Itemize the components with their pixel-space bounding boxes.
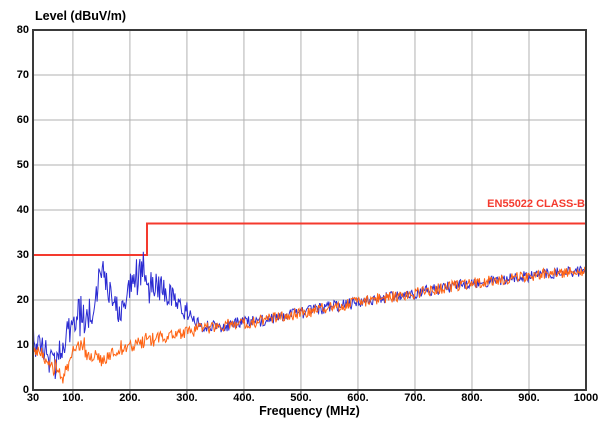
blue-trace [32, 251, 586, 380]
y-tick-label: 40 [16, 203, 29, 216]
x-tick-label: 500. [290, 392, 312, 404]
x-tick-label: 200. [119, 392, 141, 404]
y-tick-label: 70 [16, 68, 29, 81]
y-tick-label: 0 [22, 383, 29, 396]
limit-line-label: EN55022 CLASS-B [487, 198, 585, 210]
y-tick-label: 30 [16, 248, 29, 261]
x-tick-label: 100. [62, 392, 84, 404]
y-tick-label: 50 [16, 158, 29, 171]
x-tick-label: 600. [347, 392, 369, 404]
x-tick-label: 400. [233, 392, 255, 404]
x-axis-title: Frequency (MHz) [259, 404, 360, 418]
x-tick-label: 800. [461, 392, 483, 404]
x-tick-label: 1000 [573, 392, 599, 404]
x-tick-label: 900. [518, 392, 540, 404]
y-tick-label: 60 [16, 113, 29, 126]
x-tick-label: 300. [176, 392, 198, 404]
y-axis-title: Level (dBuV/m) [35, 9, 126, 23]
y-tick-label: 80 [16, 23, 29, 36]
y-tick-label: 10 [16, 338, 29, 351]
x-tick-label: 30 [26, 392, 40, 404]
y-tick-label: 20 [16, 293, 29, 306]
x-tick-label: 700. [404, 392, 426, 404]
orange-trace [32, 266, 586, 384]
